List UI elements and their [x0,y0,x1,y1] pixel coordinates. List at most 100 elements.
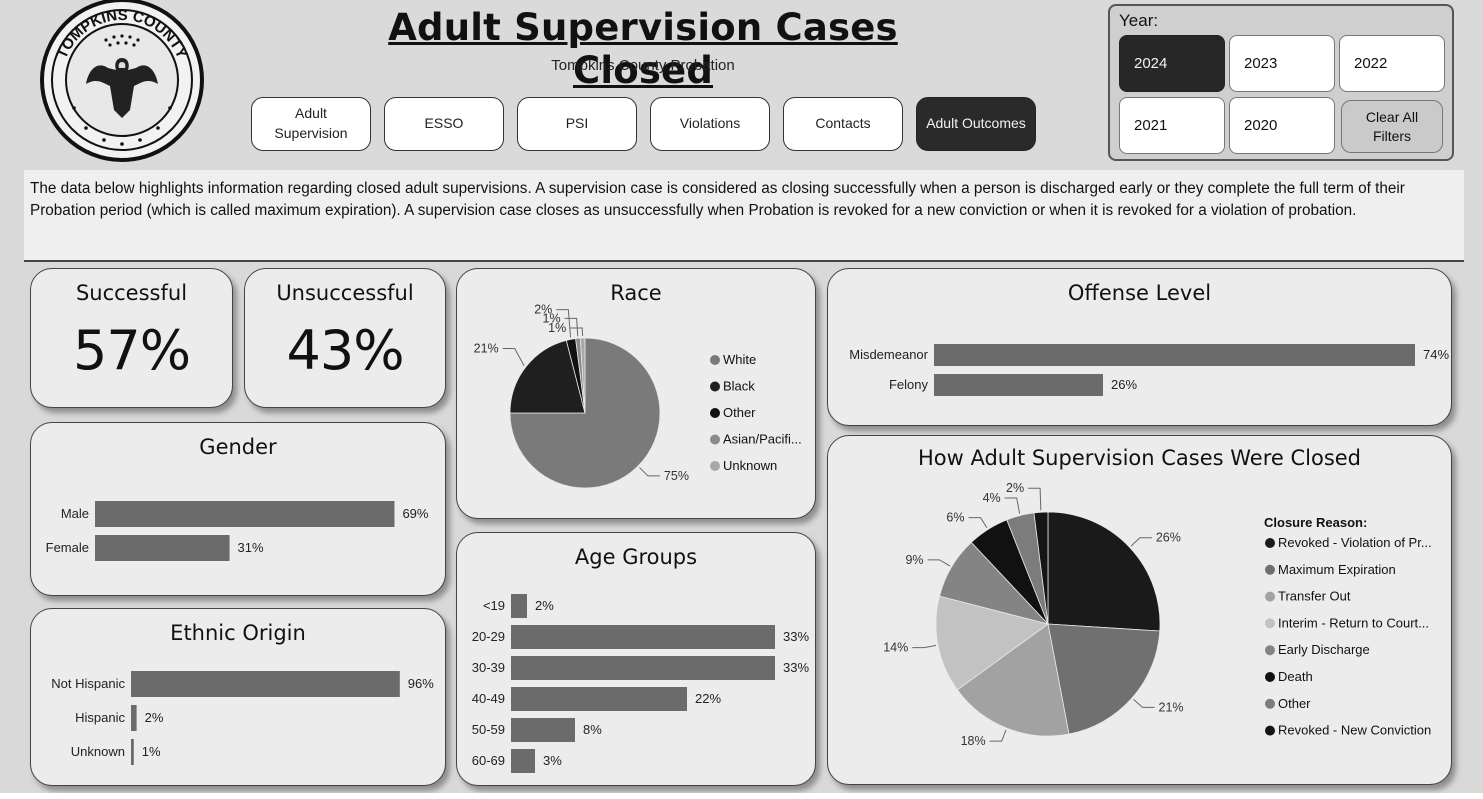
pie-value-label: 75% [664,469,689,483]
bar-category-label: 40-49 [472,691,505,706]
bar-value-label: 3% [543,753,562,768]
pie-value-label: 1% [543,311,561,325]
legend-item: Other [1278,696,1311,711]
pie-value-label: 9% [905,553,923,567]
bar [95,501,395,527]
pie-slice [1047,511,1161,632]
gender-bar-chart: Male 69% Female 31% [46,501,429,561]
bar [511,749,535,773]
pie-value-label: 21% [1159,700,1184,714]
bar-value-label: 33% [783,660,809,675]
bar [511,594,527,618]
bar [511,625,775,649]
pie-leader-line [968,517,988,529]
pie-leader-line [570,327,584,337]
pie-leader-line [502,347,525,367]
legend-item: Interim - Return to Court... [1278,615,1429,630]
bar-value-label: 69% [402,506,428,521]
ethnic-origin-card: Ethnic Origin Not Hispanic 96% Hispanic 2% U… [30,608,446,786]
description-text: The data below highlights information re… [24,170,1464,260]
pie-leader-line [564,317,579,337]
nav-button-label: Adult Outcomes [926,115,1026,132]
legend-item: Revoked - New Conviction [1278,723,1431,738]
bar-category-label: Hispanic [75,710,125,725]
bar [131,671,400,697]
legend-marker [710,355,720,365]
bar-value-label: 33% [783,629,809,644]
pie-value-label: 26% [1156,531,1181,545]
legend-marker [1265,672,1275,682]
legend-marker [710,381,720,392]
pie-slice [1033,511,1049,625]
header-divider [24,260,1464,262]
nav-button-adult-supervision[interactable]: Adult Supervision [251,97,371,151]
page-subtitle: Tompkins County Probation [551,57,735,74]
chart-title: How Adult Supervision Cases Were Closed [917,446,1362,470]
legend-item: Early Discharge [1278,642,1370,657]
pie-slice [509,337,661,489]
bar-category-label: Felony [889,377,929,392]
legend-item: Transfer Out [1278,589,1351,604]
age-groups-bar-chart: <19 2% 20-29 33% 30-39 33% 40-49 22% 50-59 8% 60-6… [472,594,809,773]
pie-leader-line [1133,699,1155,708]
legend-item: Maximum Expiration [1278,562,1396,577]
legend-marker [1265,725,1275,736]
nav-button-esso[interactable]: ESSO [384,97,504,151]
pie-leader-line [989,729,1007,742]
pie-value-label: 6% [946,511,964,525]
year-button-2024[interactable]: 2024 [1119,35,1225,92]
bottom-bar [0,793,1483,799]
bar-category-label: Male [61,506,89,521]
bar-category-label: Not Hispanic [51,676,125,691]
age-groups-card: Age Groups <19 2% 20-29 33% 30-39 33% 40-49 22%… [456,532,816,786]
year-filter-label: Year: [1119,11,1159,30]
nav-button-label: ESSO [424,115,464,132]
nav-button-label: Contacts [815,115,871,132]
legend-item: Death [1278,669,1313,684]
kpi-label: Successful [75,281,188,305]
legend-item: White [723,352,756,367]
ethnic-origin-bar-chart: Not Hispanic 96% Hispanic 2% Unknown 1% [51,671,434,765]
kpi-value: 43% [286,319,404,382]
pie-slice [579,337,586,414]
bar [131,705,137,731]
kpi-card-unsuccessful: Unsuccessful 43% [244,268,446,408]
nav-button-contacts[interactable]: Contacts [783,97,903,151]
nav-button-adult-outcomes[interactable]: Adult Outcomes [916,97,1036,151]
pie-value-label: 21% [474,341,499,355]
nav-button-label: PSI [565,115,589,132]
pie-value-label: 2% [1006,481,1024,495]
bar-category-label: 20-29 [472,629,505,644]
bar-category-label: Unknown [71,744,125,759]
legend-item: Unknown [723,458,777,473]
bar-value-label: 22% [695,691,721,706]
pie-leader-line [912,644,937,649]
bar-value-label: 31% [238,540,264,555]
closure-reasons-pie-chart: 26% 21% 18% 14% 9% 6% 4% 2% Closure Reason: Revok… [883,481,1431,748]
year-button-2020[interactable]: 2020 [1229,97,1335,154]
bar-category-label: Female [46,540,89,555]
county-seal-logo: TOMPKINS COUNTY [40,0,204,162]
nav-button-label: Adult Supervision [274,105,348,141]
legend-marker [1265,618,1275,629]
legend-item: Asian/Pacifi... [723,432,802,447]
nav-button-psi[interactable]: PSI [517,97,637,151]
nav-button-label: Violations [679,115,741,132]
year-button-2022[interactable]: 2022 [1339,35,1445,92]
year-filter-panel: Year: 2024 2023 2022 2021 2020 Clear All… [1108,4,1454,161]
year-button-2021[interactable]: 2021 [1119,97,1225,154]
kpi-card-successful: Successful 57% [30,268,233,408]
pie-value-label: 14% [883,641,908,655]
year-button-2023[interactable]: 2023 [1229,35,1335,92]
bar-value-label: 26% [1111,377,1137,392]
legend-marker [1265,645,1275,656]
bar-value-label: 74% [1423,347,1449,362]
kpi-value: 57% [72,319,191,382]
clear-all-filters-button[interactable]: Clear All Filters [1341,100,1443,153]
pie-value-label: 4% [983,491,1001,505]
legend-title: Closure Reason: [1264,515,1367,530]
pie-leader-line [1028,487,1042,511]
bar-category-label: 30-39 [472,660,505,675]
nav-button-violations[interactable]: Violations [650,97,770,151]
pie-leader-line [927,559,951,567]
